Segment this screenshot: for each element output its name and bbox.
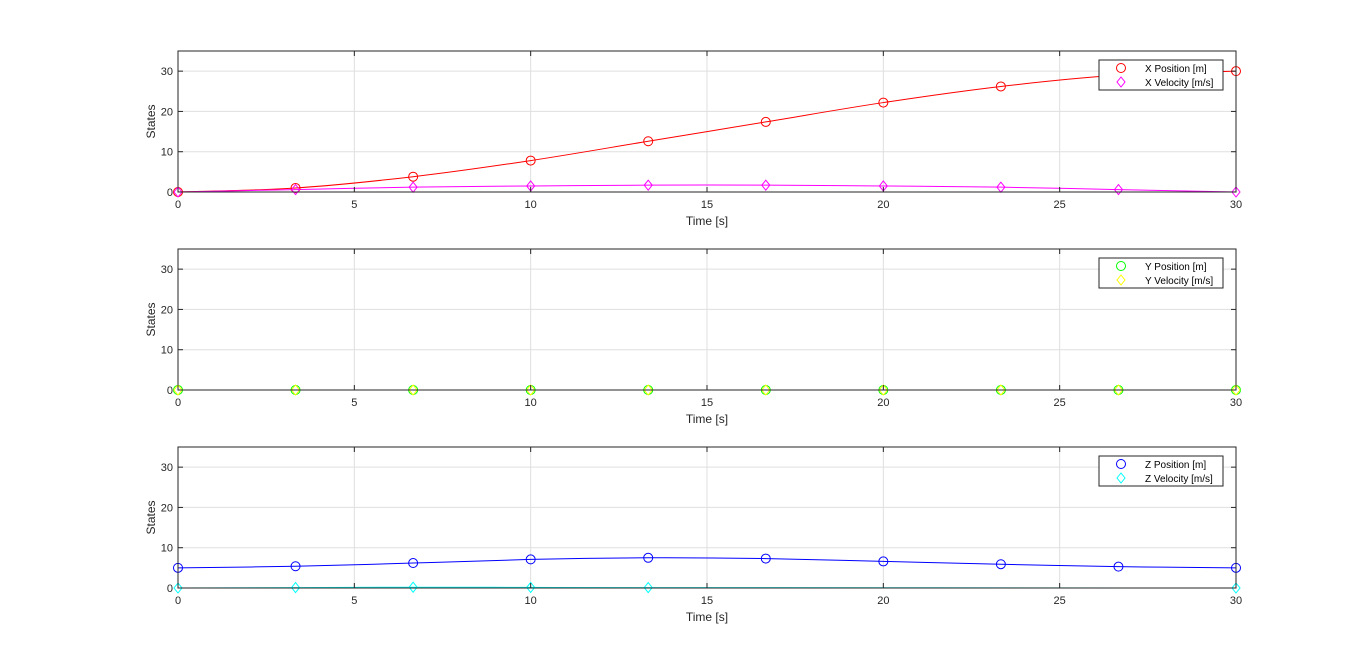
data-point-y-velocity-m-s [1113, 384, 1124, 396]
y-states-plot: 0 5 10 15 20 25 30 0 10 20 30 Time [s] States Y Posit… [144, 248, 1242, 426]
x-tick-label: 25 [1054, 199, 1066, 211]
data-point-x-position-m [760, 116, 771, 127]
x-tick-label: 0 [175, 199, 181, 211]
data-point-z-velocity-m-s [173, 582, 183, 594]
data-point-z-position-m [408, 558, 419, 569]
data-point-z-position-m [878, 556, 889, 567]
data-point-y-velocity-m-s [761, 384, 771, 396]
data-point-z-velocity-m-s [526, 581, 536, 594]
legend-marker-x-velocity-m-s [1116, 76, 1126, 88]
data-point-x-position-m [525, 155, 536, 166]
series-line-x-position-m [177, 70, 1237, 193]
legend-entry-x-position-m: X Position [m] [1145, 64, 1207, 75]
legend: Z Position [m] Z Velocity [m/s] [1098, 455, 1224, 487]
x-tick-label: 5 [351, 595, 357, 607]
x-tick-label: 10 [525, 397, 537, 409]
data-point-z-velocity-m-s [290, 581, 301, 594]
x-tick-label: 30 [1230, 397, 1242, 409]
data-point-x-velocity-m-s [290, 183, 301, 196]
data-point-x-position-m [408, 171, 419, 182]
data-point-y-velocity-m-s [290, 384, 301, 396]
y-axis-label: States [144, 104, 158, 138]
y-tick-label: 10 [161, 345, 173, 357]
x-axis-label: Time [s] [686, 214, 728, 228]
y-tick-label: 10 [161, 147, 173, 159]
y-tick-label: 30 [161, 66, 173, 78]
legend-entry-y-velocity-m-s: Y Velocity [m/s] [1145, 276, 1213, 287]
y-tick-label: 10 [161, 543, 173, 555]
data-point-x-velocity-m-s [1231, 186, 1241, 198]
z-states-plot: 0 5 10 15 20 25 30 0 10 20 30 Time [s] States Z Posit… [144, 446, 1242, 624]
series-line-z-position-m [177, 557, 1237, 569]
data-point-x-position-m [643, 136, 654, 147]
legend-marker-y-position-m [1116, 261, 1126, 271]
x-tick-label: 30 [1230, 199, 1242, 211]
data-point-x-velocity-m-s [761, 179, 771, 191]
y-tick-label: 30 [161, 462, 173, 474]
x-tick-label: 15 [701, 397, 713, 409]
x-states-plot: 0 5 10 15 20 25 30 0 10 20 30 Time [s] States X Posit… [144, 50, 1242, 228]
data-point-y-velocity-m-s [1231, 384, 1241, 396]
x-tick-label: 0 [175, 595, 181, 607]
data-point-z-velocity-m-s [408, 581, 418, 593]
x-axis-label: Time [s] [686, 610, 728, 624]
data-point-z-velocity-m-s [1231, 582, 1241, 594]
legend: Y Position [m] Y Velocity [m/s] [1098, 257, 1224, 289]
data-point-y-velocity-m-s [878, 384, 888, 396]
x-tick-label: 25 [1054, 397, 1066, 409]
y-tick-label: 0 [167, 583, 173, 595]
legend-entry-z-position-m: Z Position [m] [1145, 460, 1206, 471]
data-point-x-velocity-m-s [173, 186, 183, 198]
x-tick-label: 10 [525, 199, 537, 211]
data-point-z-position-m [643, 552, 654, 563]
x-tick-label: 20 [877, 397, 889, 409]
data-point-y-velocity-m-s [996, 384, 1006, 396]
legend: X Position [m] X Velocity [m/s] [1098, 59, 1224, 91]
legend-entry-x-velocity-m-s: X Velocity [m/s] [1145, 78, 1214, 89]
data-point-x-position-m [878, 97, 889, 108]
x-tick-label: 30 [1230, 595, 1242, 607]
legend-marker-x-position-m [1116, 63, 1126, 73]
data-point-z-position-m [995, 559, 1006, 570]
data-point-z-velocity-m-s [643, 581, 653, 594]
x-tick-label: 15 [701, 595, 713, 607]
data-point-y-velocity-m-s [173, 384, 183, 396]
x-tick-label: 5 [351, 397, 357, 409]
x-tick-label: 20 [877, 595, 889, 607]
y-tick-label: 30 [161, 264, 173, 276]
x-axis-label: Time [s] [686, 412, 728, 426]
y-tick-label: 20 [161, 106, 173, 118]
data-point-z-position-m [1113, 561, 1124, 572]
y-axis-label: States [144, 500, 158, 534]
x-tick-label: 15 [701, 199, 713, 211]
y-tick-label: 20 [161, 304, 173, 316]
data-point-y-velocity-m-s [643, 384, 653, 396]
data-point-z-position-m [290, 561, 301, 572]
legend-entry-y-position-m: Y Position [m] [1145, 262, 1207, 273]
data-point-y-velocity-m-s [526, 384, 536, 396]
data-point-x-position-m [995, 81, 1006, 92]
data-point-y-velocity-m-s [408, 384, 418, 396]
data-point-x-velocity-m-s [1113, 183, 1124, 196]
legend-marker-z-velocity-m-s [1116, 472, 1126, 484]
data-point-z-position-m [525, 554, 536, 565]
x-tick-label: 0 [175, 397, 181, 409]
legend-entry-z-velocity-m-s: Z Velocity [m/s] [1145, 474, 1213, 485]
y-axis-label: States [144, 302, 158, 336]
data-point-x-velocity-m-s [643, 179, 653, 191]
legend-marker-y-velocity-m-s [1116, 274, 1126, 286]
y-tick-label: 20 [161, 502, 173, 514]
y-tick-label: 0 [167, 187, 173, 199]
y-tick-label: 0 [167, 385, 173, 397]
x-tick-label: 20 [877, 199, 889, 211]
x-tick-label: 10 [525, 595, 537, 607]
legend-marker-z-position-m [1116, 459, 1126, 469]
x-tick-label: 25 [1054, 595, 1066, 607]
x-tick-label: 5 [351, 199, 357, 211]
data-point-z-position-m [760, 553, 771, 564]
